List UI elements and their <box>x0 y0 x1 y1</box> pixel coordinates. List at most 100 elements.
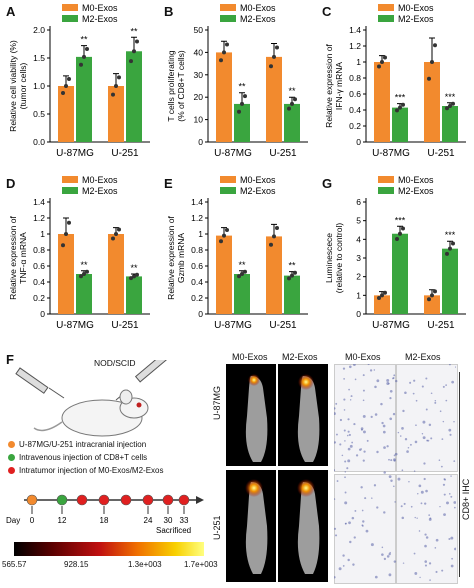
significance-label: ** <box>288 86 296 96</box>
y-tick-label: 0.0 <box>33 137 45 147</box>
error-bar <box>271 42 277 57</box>
nucleus-dot <box>362 399 365 402</box>
data-point <box>225 42 229 47</box>
mouse-illustration <box>15 360 169 437</box>
nucleus-dot <box>448 364 451 366</box>
data-point <box>222 50 226 55</box>
nucleus-dot <box>414 440 418 444</box>
data-point <box>272 54 276 59</box>
data-point <box>240 101 244 106</box>
bar <box>108 86 124 142</box>
nucleus-dot <box>407 446 410 449</box>
nucleus-dot <box>408 481 410 483</box>
legend-swatch <box>62 187 78 194</box>
nucleus-dot <box>413 470 416 472</box>
panel-label-e: E <box>164 176 173 191</box>
y-tick-label: 0.2 <box>349 121 361 131</box>
bar <box>216 52 232 142</box>
nucleus-dot <box>401 427 404 430</box>
nucleus-dot <box>428 514 431 516</box>
y-tick-label: 20 <box>194 92 204 102</box>
nucleus-dot <box>445 384 447 386</box>
nucleus-dot <box>371 497 373 499</box>
panel-label-f: F <box>6 352 14 367</box>
nucleus-dot <box>334 441 337 444</box>
legend-swatch <box>378 187 394 194</box>
data-point <box>243 94 247 99</box>
legend-label: M2-Exos <box>82 186 118 196</box>
legend-swatch <box>378 15 394 22</box>
nucleus-dot <box>346 434 349 437</box>
imaging-col-header-m0: M0-Exos <box>232 352 268 362</box>
nucleus-dot <box>439 505 441 508</box>
nucleus-dot <box>425 377 428 380</box>
nucleus-dot <box>362 520 365 523</box>
y-tick-label: 1.4 <box>191 197 203 207</box>
y-tick-label: 1.2 <box>191 213 203 223</box>
nucleus-dot <box>334 534 338 537</box>
data-point <box>293 97 297 102</box>
nucleus-dot <box>369 369 373 372</box>
legend-label: M0-Exos <box>240 3 276 13</box>
colorbar-tick: 1.3e+003 <box>128 560 162 569</box>
y-tick-label: 0.6 <box>191 261 203 271</box>
nucleus-dot <box>425 408 428 411</box>
nucleus-dot <box>421 385 424 388</box>
data-point <box>275 45 279 50</box>
error-bar <box>271 223 277 237</box>
y-tick-label: 2.0 <box>33 25 45 35</box>
y-tick-label: 0 <box>356 309 361 319</box>
nucleus-dot <box>354 378 357 381</box>
nucleus-dot <box>395 379 398 383</box>
data-point <box>448 104 452 108</box>
nucleus-dot <box>343 409 346 411</box>
nucleus-dot <box>450 475 452 477</box>
nucleus-dot <box>443 513 446 517</box>
significance-label: *** <box>445 230 456 240</box>
nucleus-dot <box>409 443 412 446</box>
data-point <box>129 276 133 281</box>
legend-label: M2-Exos <box>398 14 434 24</box>
nucleus-dot <box>342 565 345 567</box>
error-bar <box>131 36 137 52</box>
legend-swatch <box>62 176 78 183</box>
red-dot-icon <box>8 467 15 475</box>
y-tick-label: 10 <box>194 115 204 125</box>
nucleus-dot <box>414 516 416 519</box>
ihc-u87mg-m0 <box>334 364 396 472</box>
nucleus-dot <box>386 555 390 558</box>
y-tick-label: 1 <box>356 290 361 300</box>
nucleus-dot <box>422 420 426 424</box>
nucleus-dot <box>365 529 369 533</box>
timeline-day-tick: 18 <box>100 516 109 525</box>
nucleus-dot <box>347 459 351 463</box>
nucleus-dot <box>415 399 418 402</box>
nucleus-dot <box>397 431 400 434</box>
data-point <box>82 272 86 276</box>
nucleus-dot <box>343 378 345 380</box>
nucleus-dot <box>347 558 350 562</box>
nucleus-dot <box>393 459 396 462</box>
data-point <box>380 60 384 64</box>
nucleus-dot <box>435 570 438 573</box>
nucleus-dot <box>362 389 365 392</box>
data-point <box>114 84 118 88</box>
x-category-label: U-251 <box>269 148 297 159</box>
nucleus-dot <box>362 414 366 418</box>
y-tick-label: 1.4 <box>349 25 361 35</box>
nucleus-dot <box>428 518 432 521</box>
nucleus-dot <box>402 562 405 564</box>
nucleus-dot <box>401 516 405 520</box>
y-axis-label: Relative expression ofGzmb mRNA <box>166 216 186 300</box>
timeline-day-tick: 33 <box>180 516 189 525</box>
bar <box>266 56 282 142</box>
nucleus-dot <box>383 446 386 449</box>
x-category-label: U-87MG <box>56 148 94 159</box>
nucleus-dot <box>389 417 393 421</box>
data-point <box>272 234 276 239</box>
nucleus-dot <box>399 435 402 437</box>
y-tick-label: 4 <box>356 234 361 244</box>
significance-label: ** <box>80 35 88 45</box>
